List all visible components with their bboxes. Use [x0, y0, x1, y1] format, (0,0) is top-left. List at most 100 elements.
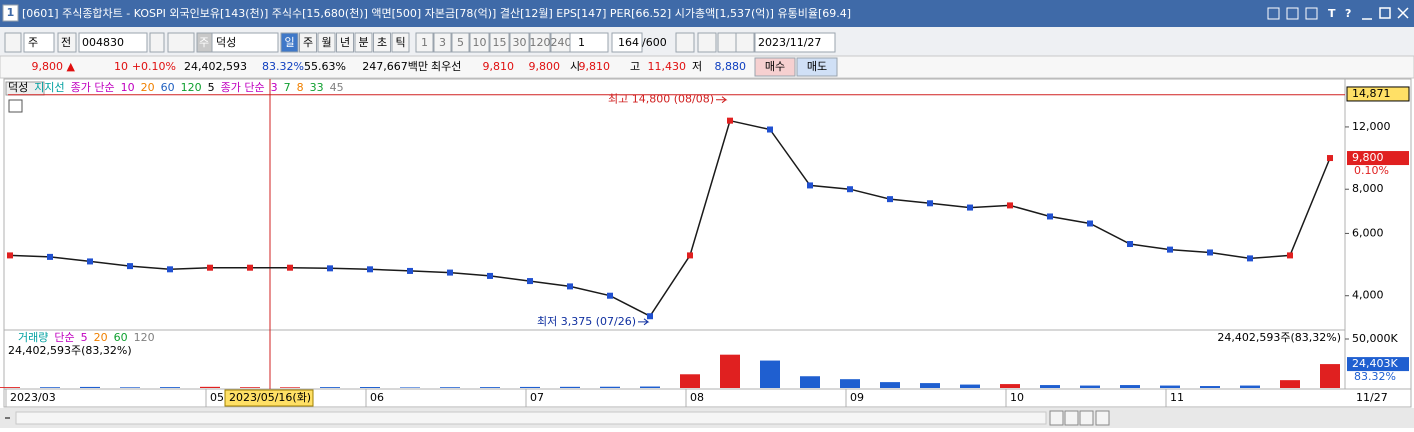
market[interactable]: 주 — [28, 36, 38, 49]
interval-button[interactable] — [433, 32, 452, 53]
volume-bar — [0, 387, 20, 388]
price-candle — [447, 269, 453, 276]
price-candle — [367, 266, 373, 273]
interval[interactable]: 15 — [493, 36, 507, 49]
period-button[interactable] — [336, 32, 354, 53]
count-input[interactable] — [611, 32, 643, 53]
legend-item: 120 — [181, 81, 202, 94]
scroll-nav[interactable] — [1095, 410, 1110, 426]
volume-bar — [880, 382, 900, 388]
name-input[interactable] — [211, 32, 279, 53]
sound-button[interactable] — [167, 32, 195, 53]
buy[interactable]: 매수 — [765, 60, 785, 73]
period[interactable]: 주 — [303, 36, 313, 49]
volume-bar — [1280, 380, 1300, 388]
interval-button[interactable] — [489, 32, 510, 53]
interval-button[interactable] — [529, 32, 551, 53]
price-candle — [1127, 241, 1133, 248]
price-candle — [727, 117, 733, 124]
period[interactable]: 분 — [358, 36, 368, 49]
period[interactable]: 초 — [377, 36, 387, 49]
window-button[interactable]: ? — [1345, 7, 1351, 20]
stock-name[interactable]: 덕성 — [216, 36, 236, 49]
cursor-date-box — [224, 389, 314, 407]
search-button[interactable] — [149, 32, 165, 53]
scroll-track[interactable] — [15, 411, 1047, 425]
period-button[interactable] — [373, 32, 391, 53]
period-button[interactable] — [391, 32, 410, 53]
volume-bar — [240, 387, 260, 388]
price-candle — [487, 272, 493, 279]
market-select[interactable] — [23, 32, 55, 53]
period[interactable]: 틱 — [395, 36, 405, 49]
window-tool[interactable] — [1305, 7, 1318, 20]
period[interactable]: 일 — [284, 35, 294, 49]
info-ask: 9,810 — [483, 60, 515, 73]
code-input[interactable] — [78, 32, 148, 53]
tool-button[interactable] — [675, 32, 695, 53]
price-candle — [807, 182, 813, 189]
window-number: 1 — [7, 6, 15, 19]
title-bar — [0, 0, 1414, 27]
interval-button[interactable] — [469, 32, 490, 53]
interval-button[interactable] — [451, 32, 470, 53]
unit-select[interactable] — [569, 32, 609, 53]
window-button[interactable]: T — [1328, 7, 1336, 20]
interval[interactable]: 10 — [473, 36, 487, 49]
prev[interactable]: 전 — [61, 36, 71, 49]
scroll-nav[interactable] — [1064, 410, 1079, 426]
date-input[interactable] — [754, 32, 836, 53]
period-button[interactable] — [299, 32, 317, 53]
price-candle — [607, 292, 613, 299]
period-button[interactable] — [317, 32, 336, 53]
layout-button[interactable] — [4, 32, 22, 53]
max-count: /600 — [642, 36, 667, 49]
volume-legend-item: 5 — [81, 331, 88, 344]
interval[interactable]: 240 — [551, 36, 572, 49]
date[interactable]: 2023/11/27 — [758, 36, 821, 49]
volume-bar — [1040, 385, 1060, 388]
window-tool[interactable] — [1286, 7, 1299, 20]
period[interactable]: 년 — [340, 36, 350, 49]
prev-button[interactable] — [57, 32, 77, 53]
info-row — [0, 55, 1414, 79]
sell-button[interactable] — [796, 57, 838, 77]
price-line — [9, 119, 1331, 318]
volume-bar — [1080, 385, 1100, 388]
scroll-nav[interactable] — [1079, 410, 1094, 426]
buy-button[interactable] — [754, 57, 796, 77]
price-candle — [87, 258, 93, 265]
legend-group: 종가 단순 — [221, 81, 265, 94]
volume-marker-box — [1347, 357, 1409, 372]
interval-button[interactable] — [509, 32, 530, 53]
info-price: 9,800 ▲ — [32, 60, 76, 73]
price-candle — [247, 264, 253, 271]
tool-button[interactable] — [717, 32, 737, 53]
count[interactable]: 164 — [618, 36, 639, 49]
tool-button[interactable] — [735, 32, 755, 53]
interval-button[interactable] — [415, 32, 434, 53]
window-control[interactable] — [1397, 7, 1409, 19]
price-candle — [527, 278, 533, 285]
tool-button[interactable] — [697, 32, 717, 53]
period[interactable]: 월 — [321, 36, 331, 49]
interval[interactable]: 30 — [513, 36, 527, 49]
period-button[interactable] — [280, 32, 299, 53]
unit[interactable]: 1 — [578, 36, 585, 49]
grid-icon[interactable] — [8, 99, 23, 113]
volume-legend-item: 20 — [94, 331, 108, 344]
price-candle — [407, 267, 413, 274]
interval[interactable]: 5 — [457, 36, 464, 49]
x-tick-label: 08 — [690, 391, 704, 404]
interval[interactable]: 120 — [530, 36, 551, 49]
stock-code[interactable]: 004830 — [82, 36, 124, 49]
window-tool[interactable] — [1267, 7, 1280, 20]
volume-legend-item: 120 — [134, 331, 155, 344]
window-control[interactable] — [1379, 7, 1391, 19]
interval[interactable]: 3 — [439, 36, 446, 49]
interval[interactable]: 1 — [421, 36, 428, 49]
scroll-nav[interactable] — [1049, 410, 1064, 426]
period-button[interactable] — [354, 32, 373, 53]
sell[interactable]: 매도 — [807, 60, 827, 73]
stock-type-label[interactable]: 주 — [199, 36, 209, 49]
